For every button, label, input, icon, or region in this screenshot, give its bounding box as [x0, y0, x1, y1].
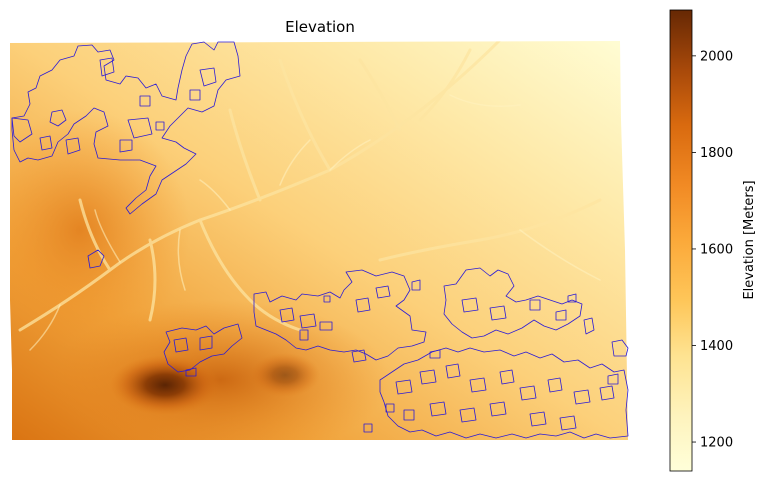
boundary-overlay [11, 41, 629, 439]
colorbar-tick-label: 1600 [700, 242, 733, 257]
colorbar-tick-label: 1200 [700, 436, 733, 451]
colorbar-ticks: 1200 1400 1600 1800 2000 [692, 49, 733, 451]
colorbar: 1200 1400 1600 1800 2000 Elevation [Meters] [669, 9, 757, 472]
colorbar-tick-label: 2000 [700, 49, 733, 64]
colorbar-tick-label: 1800 [700, 146, 733, 161]
colorbar-label: Elevation [Meters] [742, 180, 757, 299]
colorbar-gradient [669, 9, 693, 472]
elevation-raster [10, 41, 628, 440]
drainage-channels [18, 41, 602, 332]
map-title: Elevation [285, 18, 355, 36]
colorbar-tick-label: 1400 [700, 339, 733, 354]
